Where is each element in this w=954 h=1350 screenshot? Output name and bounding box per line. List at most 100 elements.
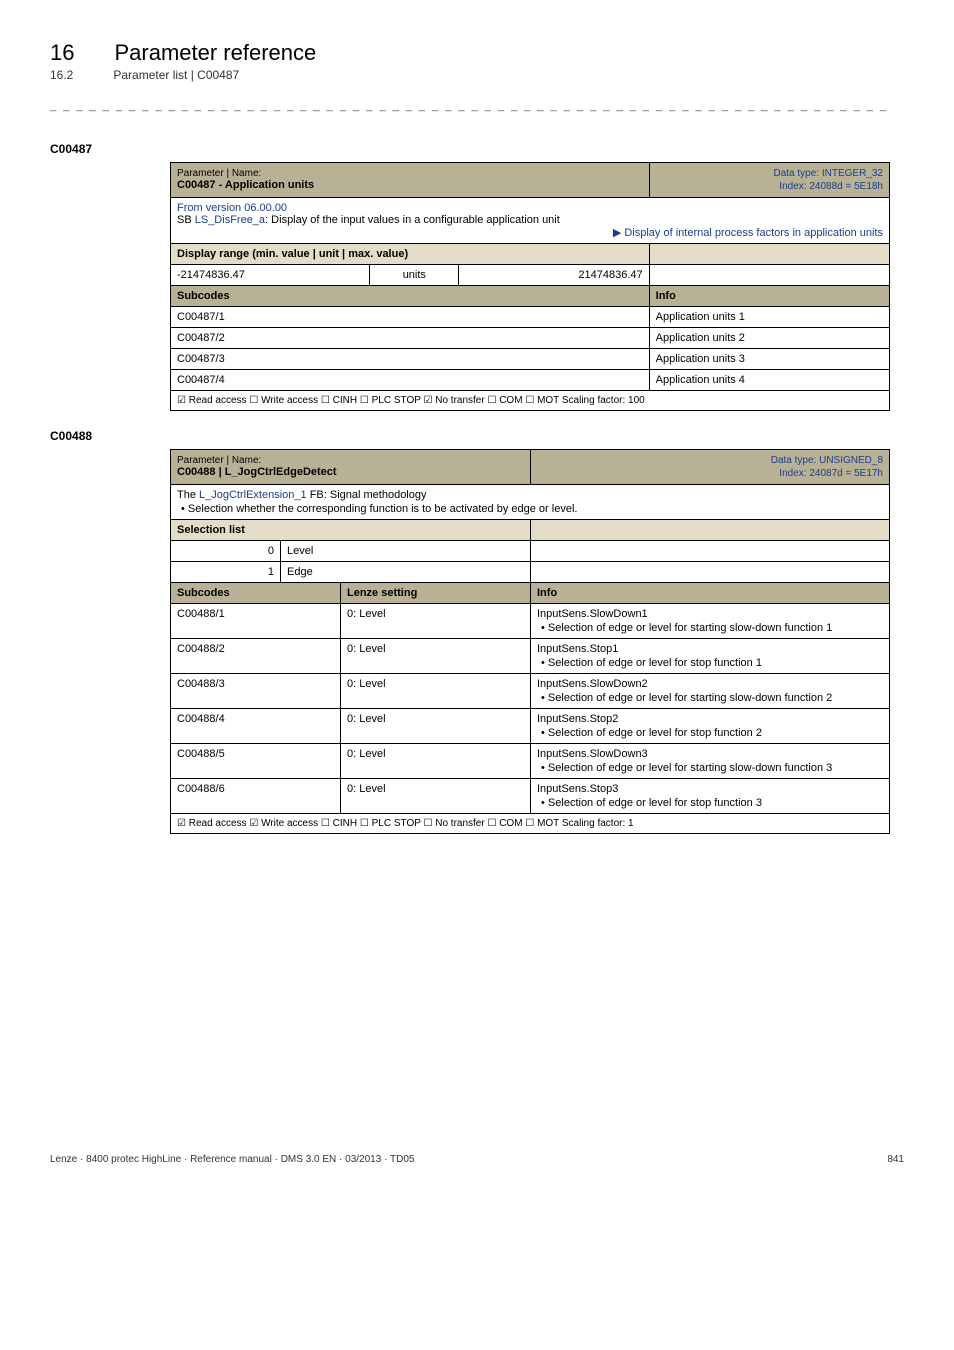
access-flags: ☑ Read access ☑ Write access ☐ CINH ☐ PL…	[171, 814, 890, 834]
desc-prefix: The	[177, 489, 199, 501]
info-detail-list: Selection of edge or level for stop func…	[537, 727, 883, 739]
info-title: InputSens.Stop3	[537, 783, 618, 795]
fb-link[interactable]: L_JogCtrlExtension_1	[199, 489, 307, 501]
table-row: C00488/5 0: Level InputSens.SlowDown3 Se…	[171, 744, 890, 779]
empty-cell	[531, 520, 890, 541]
chapter-number: 16	[50, 40, 74, 66]
info-title: InputSens.SlowDown2	[537, 678, 648, 690]
param-name: C00488 | L_JogCtrlEdgeDetect	[177, 466, 337, 478]
version-link[interactable]: From version 06.00.00	[177, 202, 287, 214]
table-row: C00488/3 0: Level InputSens.SlowDown2 Se…	[171, 674, 890, 709]
param-description: From version 06.00.00 SB LS_DisFree_a: D…	[171, 198, 890, 244]
table-row: C00487/2 Application units 2	[171, 328, 890, 349]
subcode-info: InputSens.SlowDown2 Selection of edge or…	[531, 674, 890, 709]
param-meta-cell: Data type: UNSIGNED_8 Index: 24087d = 5E…	[531, 450, 890, 485]
param-description: The L_JogCtrlExtension_1 FB: Signal meth…	[171, 485, 890, 520]
section-line: 16.2 Parameter list | C00487	[50, 68, 904, 82]
subcode: C00488/1	[171, 604, 341, 639]
subcode-info: InputSens.SlowDown1 Selection of edge or…	[531, 604, 890, 639]
info-detail-list: Selection of edge or level for starting …	[537, 762, 883, 774]
table-row: 0 Level	[171, 541, 890, 562]
param-anchor-c00488: C00488	[50, 429, 904, 443]
display-link[interactable]: Display of internal process factors in a…	[624, 227, 883, 239]
info-detail: Selection of edge or level for starting …	[549, 622, 883, 634]
sb-link[interactable]: LS_DisFree_a	[195, 214, 265, 226]
triangle-icon: ▶	[613, 227, 625, 239]
desc-bullet-list: Selection whether the corresponding func…	[177, 503, 883, 515]
param-name: C00487 - Application units	[177, 179, 314, 191]
subcode-info: Application units 2	[649, 328, 889, 349]
info-detail-list: Selection of edge or level for stop func…	[537, 797, 883, 809]
empty-cell	[649, 265, 889, 286]
info-detail-list: Selection of edge or level for stop func…	[537, 657, 883, 669]
sel-index: 1	[171, 562, 281, 583]
desc-suffix: FB: Signal methodology	[307, 489, 427, 501]
lenze-setting: 0: Level	[341, 604, 531, 639]
empty-cell	[649, 244, 889, 265]
subcode: C00488/3	[171, 674, 341, 709]
info-title: InputSens.SlowDown3	[537, 748, 648, 760]
lenze-setting-label: Lenze setting	[341, 583, 531, 604]
empty-cell	[531, 562, 890, 583]
empty-cell	[531, 541, 890, 562]
subcode-info: InputSens.Stop1 Selection of edge or lev…	[531, 639, 890, 674]
datatype: Data type: UNSIGNED_8	[771, 455, 883, 466]
index: Index: 24088d = 5E18h	[779, 181, 883, 192]
info-detail: Selection of edge or level for starting …	[549, 762, 883, 774]
subcode: C00488/2	[171, 639, 341, 674]
subcode-info: Application units 4	[649, 370, 889, 391]
table-c00488: Parameter | Name: C00488 | L_JogCtrlEdge…	[170, 449, 890, 834]
subcode: C00488/6	[171, 779, 341, 814]
info-detail: Selection of edge or level for stop func…	[549, 657, 883, 669]
subcode: C00487/4	[171, 370, 650, 391]
subcodes-label: Subcodes	[171, 286, 650, 307]
info-label: Info	[531, 583, 890, 604]
desc-suffix: : Display of the input values in a confi…	[265, 214, 560, 226]
subcode: C00487/1	[171, 307, 650, 328]
subcodes-label: Subcodes	[171, 583, 341, 604]
sel-value: Level	[281, 541, 531, 562]
sel-value: Edge	[281, 562, 531, 583]
table-c00487: Parameter | Name: C00487 - Application u…	[170, 162, 890, 411]
desc-bullet: Selection whether the corresponding func…	[189, 503, 883, 515]
subcode-info: InputSens.Stop3 Selection of edge or lev…	[531, 779, 890, 814]
footer-left: Lenze · 8400 protec HighLine · Reference…	[50, 1154, 414, 1165]
info-title: InputSens.SlowDown1	[537, 608, 648, 620]
separator-rule: _ _ _ _ _ _ _ _ _ _ _ _ _ _ _ _ _ _ _ _ …	[50, 100, 904, 112]
info-title: InputSens.Stop2	[537, 713, 618, 725]
lenze-setting: 0: Level	[341, 639, 531, 674]
chapter-line: 16 Parameter reference	[50, 40, 904, 66]
display-range-label: Display range (min. value | unit | max. …	[171, 244, 650, 265]
index: Index: 24087d = 5E17h	[779, 468, 883, 479]
range-min: -21474836.47	[171, 265, 370, 286]
subcode: C00487/2	[171, 328, 650, 349]
page-header: 16 Parameter reference 16.2 Parameter li…	[50, 40, 904, 82]
right-link-wrap: ▶ Display of internal process factors in…	[177, 226, 883, 239]
table-row: 1 Edge	[171, 562, 890, 583]
param-name-label: Parameter | Name:	[177, 455, 261, 466]
datatype: Data type: INTEGER_32	[774, 168, 884, 179]
subcode-info: InputSens.Stop2 Selection of edge or lev…	[531, 709, 890, 744]
info-detail: Selection of edge or level for starting …	[549, 692, 883, 704]
info-detail-list: Selection of edge or level for starting …	[537, 622, 883, 634]
table-row: C00488/4 0: Level InputSens.Stop2 Select…	[171, 709, 890, 744]
param-name-cell: Parameter | Name: C00488 | L_JogCtrlEdge…	[171, 450, 531, 485]
section-title: Parameter list | C00487	[113, 68, 239, 82]
range-max: 21474836.47	[459, 265, 649, 286]
footer-page-number: 841	[887, 1154, 904, 1165]
selection-list-label: Selection list	[171, 520, 531, 541]
param-name-label: Parameter | Name:	[177, 168, 261, 179]
desc-prefix: SB	[177, 214, 195, 226]
subcode: C00487/3	[171, 349, 650, 370]
subcode: C00488/4	[171, 709, 341, 744]
page-footer: Lenze · 8400 protec HighLine · Reference…	[50, 1154, 904, 1165]
lenze-setting: 0: Level	[341, 709, 531, 744]
lenze-setting: 0: Level	[341, 674, 531, 709]
lenze-setting: 0: Level	[341, 779, 531, 814]
info-title: InputSens.Stop1	[537, 643, 618, 655]
table-row: C00487/3 Application units 3	[171, 349, 890, 370]
table-row: C00488/1 0: Level InputSens.SlowDown1 Se…	[171, 604, 890, 639]
table-row: C00487/4 Application units 4	[171, 370, 890, 391]
range-unit: units	[370, 265, 459, 286]
chapter-title: Parameter reference	[114, 40, 316, 66]
